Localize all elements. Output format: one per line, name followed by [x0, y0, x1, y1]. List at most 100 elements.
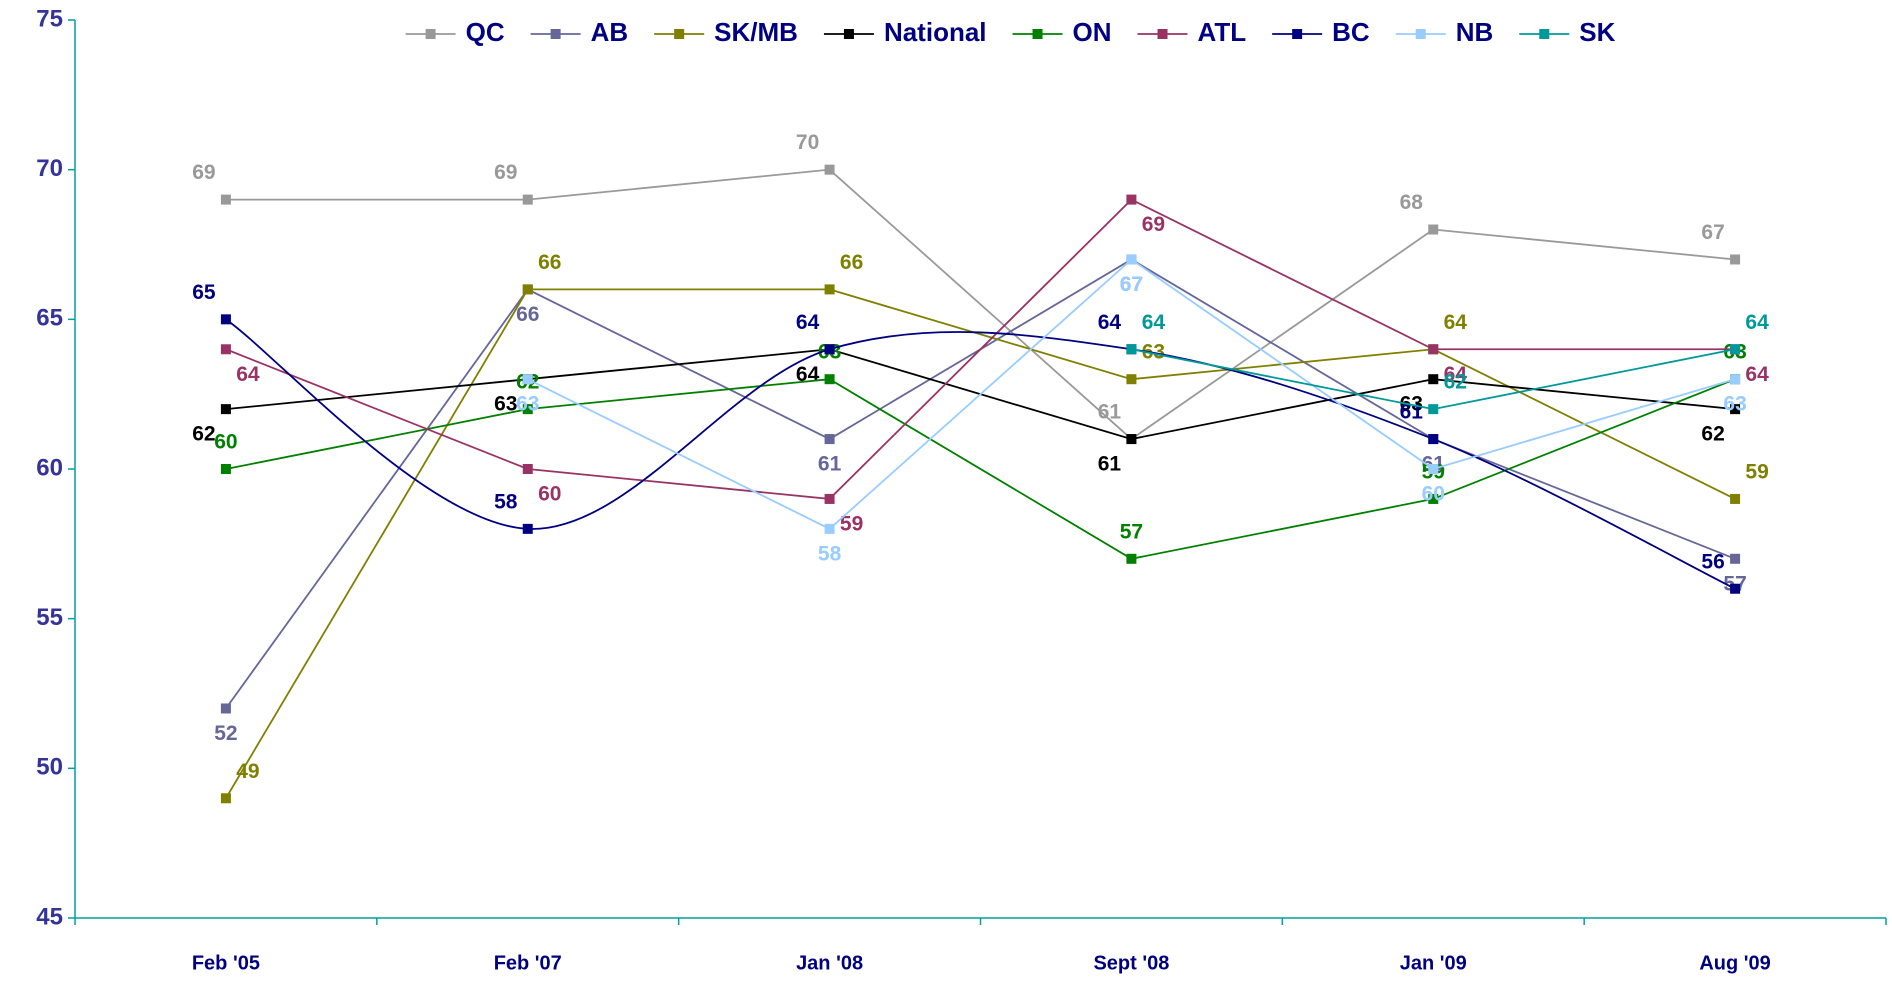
point-marker: [1730, 553, 1741, 564]
data-label: 63: [1723, 393, 1746, 416]
data-label: 67: [1120, 273, 1143, 296]
point-marker: [522, 464, 533, 474]
point-marker: [220, 194, 231, 205]
data-label: 65: [192, 281, 216, 304]
data-label: 63: [494, 393, 517, 416]
series-line: [225, 168, 1736, 441]
data-label: 66: [516, 303, 539, 326]
y-tick-label: 55: [36, 604, 63, 631]
data-label: 67: [1120, 273, 1143, 296]
data-label: 62: [1701, 423, 1724, 446]
point-marker: [1730, 374, 1741, 385]
x-tick-label: Feb '07: [494, 952, 562, 974]
legend: QC AB SK/MB National ON ATL BC NB SK: [405, 17, 1616, 47]
data-label: 57: [1120, 520, 1143, 543]
legend-marker: [674, 29, 685, 39]
point-marker: [522, 404, 533, 415]
data-label: 49: [236, 760, 259, 783]
point-marker: [824, 374, 835, 385]
legend-label: ATL: [1198, 17, 1247, 47]
data-label: 64: [236, 363, 260, 386]
point-marker: [1730, 404, 1741, 415]
legend-label: BC: [1332, 17, 1370, 47]
data-label: 64: [796, 311, 820, 334]
y-tick-label: 65: [36, 305, 63, 332]
data-label: 66: [840, 251, 863, 274]
legend-label: SK: [1579, 17, 1615, 47]
point-marker: [1428, 493, 1439, 504]
data-label: 60: [1422, 483, 1445, 506]
point-marker: [824, 284, 835, 295]
y-tick-label: 70: [36, 155, 63, 182]
data-label: 59: [840, 512, 863, 535]
data-label: 66: [538, 251, 561, 274]
x-tick-label: Sept '08: [1093, 952, 1169, 974]
point-marker: [824, 344, 835, 355]
y-tick-label: 50: [36, 754, 63, 781]
point-marker: [522, 284, 533, 295]
legend-marker: [843, 29, 854, 39]
data-label: 67: [1701, 221, 1724, 244]
point-marker: [1428, 344, 1439, 355]
point-marker: [1730, 344, 1741, 355]
point-marker: [522, 523, 533, 534]
data-label: 61: [1098, 453, 1122, 476]
point-marker: [522, 194, 533, 205]
point-marker: [220, 344, 231, 355]
data-label: 64: [1142, 311, 1166, 334]
point-marker: [1126, 434, 1137, 445]
data-label: 64: [1444, 363, 1468, 386]
data-label: 69: [192, 161, 215, 184]
point-marker: [1126, 374, 1137, 385]
data-label: 69: [1142, 213, 1165, 236]
legend-marker: [550, 29, 561, 39]
y-tick-label: 75: [36, 5, 63, 32]
point-marker: [220, 404, 231, 415]
series-line: [527, 258, 1736, 530]
point-marker: [220, 314, 231, 325]
x-tick-label: Jan '08: [796, 952, 863, 974]
point-marker: [1428, 434, 1439, 445]
point-marker: [824, 523, 835, 534]
data-label: 56: [1701, 550, 1724, 573]
legend-marker: [1157, 29, 1168, 39]
data-label: 64: [1098, 311, 1122, 334]
legend-label: AB: [591, 17, 629, 47]
x-tick-label: Jan '09: [1400, 952, 1467, 974]
data-label: 69: [494, 161, 517, 184]
data-label: 61: [1098, 401, 1122, 424]
data-label: 63: [516, 393, 539, 416]
data-label: 70: [796, 131, 819, 154]
data-label: 58: [494, 490, 518, 513]
point-marker: [1126, 553, 1137, 564]
data-label: 59: [1745, 460, 1768, 483]
x-tick-label: Aug '09: [1699, 952, 1770, 974]
series-line: [225, 318, 1736, 590]
series-line: [225, 288, 1736, 799]
point-marker: [824, 493, 835, 504]
data-label: 62: [1444, 371, 1467, 394]
data-label: 60: [538, 483, 561, 506]
point-marker: [220, 793, 231, 804]
data-label: 60: [214, 431, 237, 454]
data-label: 64: [1745, 363, 1769, 386]
data-label: 52: [214, 722, 237, 745]
legend-marker: [1539, 29, 1550, 39]
point-marker: [522, 374, 533, 385]
point-marker: [1126, 254, 1137, 265]
legend-marker: [1032, 29, 1043, 39]
point-marker: [1428, 224, 1439, 235]
y-tick-label: 45: [36, 903, 63, 930]
data-label: 58: [818, 542, 842, 565]
point-marker: [220, 703, 231, 714]
point-marker: [824, 434, 835, 445]
point-marker: [1428, 374, 1439, 385]
legend-label: NB: [1456, 17, 1494, 47]
x-tick-label: Feb '05: [192, 952, 260, 974]
point-marker: [1730, 254, 1741, 265]
legend-label: National: [884, 17, 987, 47]
y-tick-label: 60: [36, 454, 63, 481]
point-marker: [1730, 493, 1741, 504]
point-marker: [1428, 404, 1439, 415]
series-line: [225, 378, 1736, 560]
